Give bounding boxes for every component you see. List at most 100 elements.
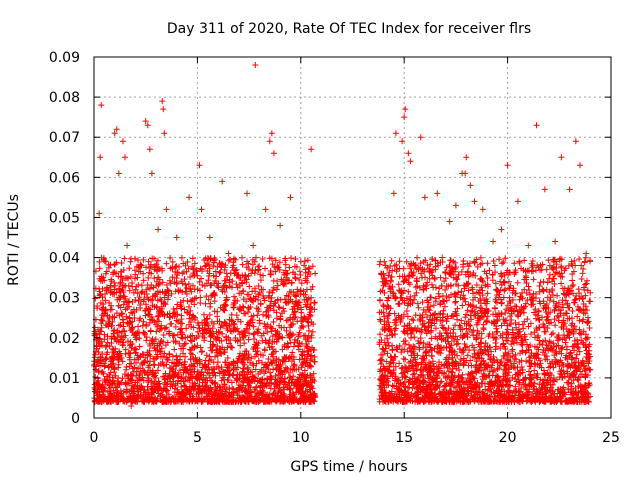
data-point (427, 261, 434, 268)
data-point (211, 308, 218, 315)
data-point (527, 371, 534, 378)
data-point (586, 298, 593, 305)
data-point (529, 257, 536, 264)
data-point (179, 335, 186, 342)
data-point (308, 294, 315, 301)
data-point (226, 256, 233, 263)
data-point (258, 376, 265, 383)
data-point (123, 313, 130, 320)
data-point (261, 320, 268, 327)
data-point (459, 302, 466, 309)
data-point (389, 342, 396, 349)
data-point (223, 284, 230, 291)
data-point (191, 260, 198, 267)
data-point (145, 311, 152, 318)
data-point (270, 277, 277, 284)
data-point (197, 344, 204, 351)
data-point (300, 291, 307, 298)
data-point (301, 262, 308, 269)
data-point (279, 357, 286, 364)
data-point (268, 328, 275, 335)
data-point (167, 254, 174, 261)
data-point (176, 367, 183, 374)
data-point (181, 276, 188, 283)
data-point (214, 359, 221, 366)
data-point (491, 262, 498, 269)
data-point (189, 373, 196, 380)
data-point (175, 286, 182, 293)
data-point (583, 336, 590, 343)
data-point (548, 331, 555, 338)
data-point (264, 304, 271, 311)
data-point (512, 319, 519, 326)
data-point (311, 299, 318, 306)
data-point (199, 281, 206, 288)
data-point (278, 375, 285, 382)
data-point (154, 317, 161, 324)
data-point (126, 287, 133, 294)
data-point (126, 303, 133, 310)
data-point (269, 325, 276, 332)
data-point (169, 258, 176, 265)
data-point (514, 279, 521, 286)
data-point (127, 309, 134, 316)
data-point (96, 285, 103, 292)
data-point (250, 323, 257, 330)
data-point (376, 297, 383, 304)
data-point (178, 325, 185, 332)
data-point (178, 362, 185, 369)
data-point (214, 283, 221, 290)
data-point (218, 337, 225, 344)
data-point (267, 298, 274, 305)
data-point (236, 290, 243, 297)
data-point (176, 340, 183, 347)
data-point (286, 264, 293, 271)
data-point (241, 310, 248, 317)
data-point (245, 336, 252, 343)
data-point (246, 283, 253, 290)
data-point (288, 280, 295, 287)
data-point (108, 276, 115, 283)
data-point (157, 289, 164, 296)
data-point (203, 352, 210, 359)
data-point (150, 361, 157, 368)
data-point (256, 263, 263, 270)
data-point (528, 268, 535, 275)
data-point (197, 360, 204, 367)
data-point (302, 336, 309, 343)
data-point (175, 377, 182, 384)
data-point (410, 317, 417, 324)
data-point (264, 321, 271, 328)
data-point (202, 357, 209, 364)
data-point (179, 289, 186, 296)
data-point (260, 272, 267, 279)
data-point (490, 258, 497, 265)
data-point (262, 265, 269, 272)
data-point (140, 277, 147, 284)
data-point (214, 313, 221, 320)
data-point (213, 273, 220, 280)
data-point (220, 306, 227, 313)
data-point (255, 296, 262, 303)
data-point (270, 319, 277, 326)
data-point (402, 341, 409, 348)
data-point (222, 359, 229, 366)
data-point (442, 286, 449, 293)
data-point (151, 373, 158, 380)
data-point (173, 352, 180, 359)
data-point (250, 312, 257, 319)
data-point (102, 290, 109, 297)
data-point (250, 331, 257, 338)
data-point (484, 260, 491, 267)
data-point (190, 387, 197, 394)
data-point (297, 271, 304, 278)
data-point (192, 354, 199, 361)
data-point (178, 254, 185, 261)
data-point (122, 346, 129, 353)
data-point (210, 372, 217, 379)
data-point (306, 265, 313, 272)
data-point (191, 295, 198, 302)
data-point (185, 377, 192, 384)
data-point (307, 312, 314, 319)
